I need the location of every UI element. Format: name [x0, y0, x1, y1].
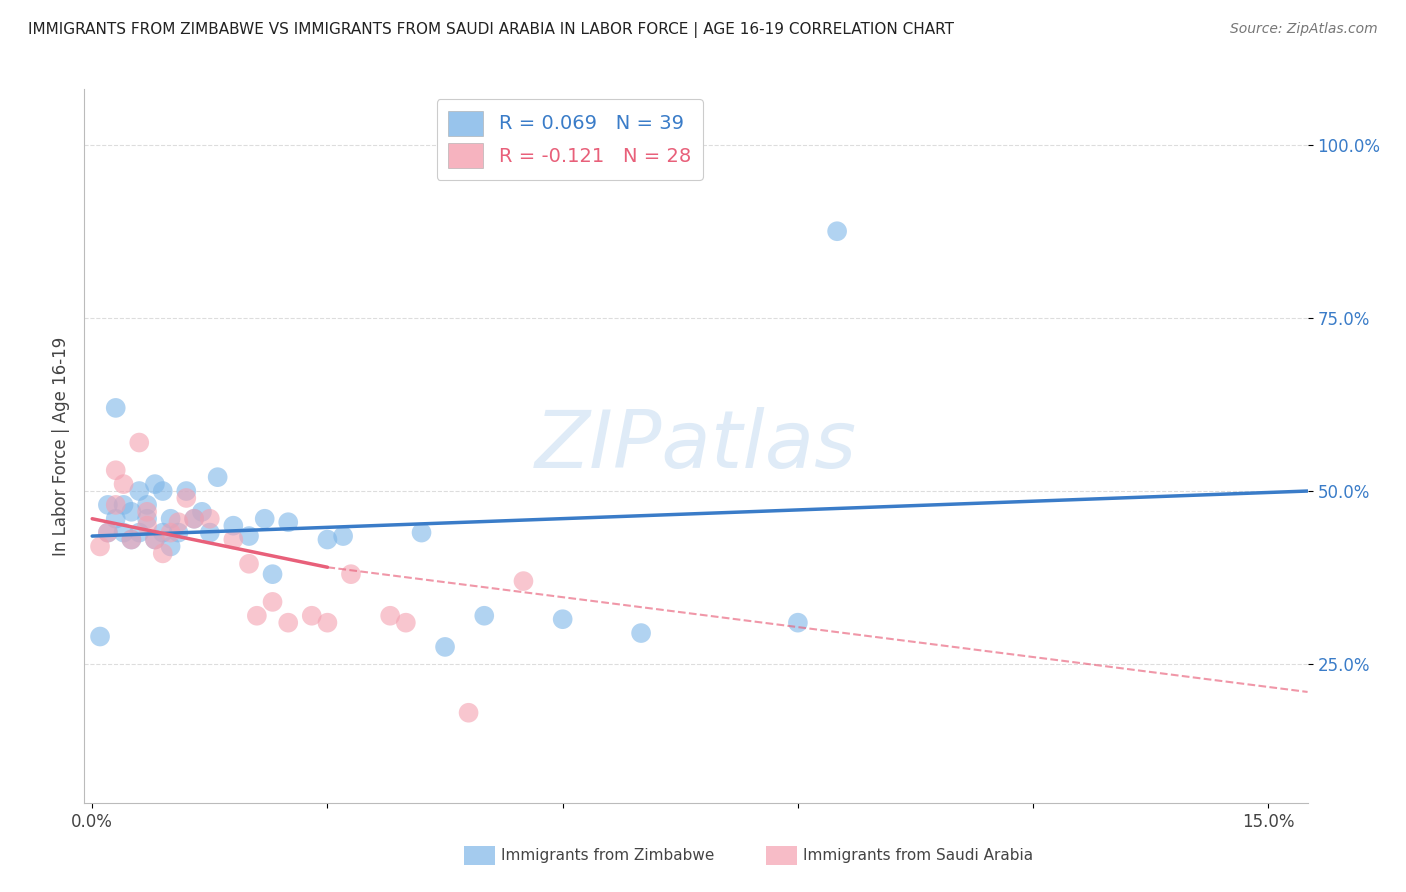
Point — [167, 525, 190, 540]
Point — [104, 401, 127, 415]
Point — [152, 525, 174, 540]
Text: Immigrants from Zimbabwe: Immigrants from Zimbabwe — [501, 848, 714, 863]
Point — [316, 533, 339, 547]
Point — [128, 483, 150, 498]
Point — [262, 567, 284, 582]
Point — [340, 567, 363, 582]
Point — [316, 615, 339, 630]
Point — [630, 626, 652, 640]
Point — [395, 615, 418, 630]
Point — [97, 525, 120, 540]
Point — [787, 615, 810, 630]
Point — [143, 477, 166, 491]
Point — [159, 540, 181, 554]
Point — [89, 540, 111, 554]
Point — [136, 498, 159, 512]
Point — [183, 512, 205, 526]
Point — [120, 505, 142, 519]
Text: IMMIGRANTS FROM ZIMBABWE VS IMMIGRANTS FROM SAUDI ARABIA IN LABOR FORCE | AGE 16: IMMIGRANTS FROM ZIMBABWE VS IMMIGRANTS F… — [28, 22, 955, 38]
Point — [120, 533, 142, 547]
Point — [143, 533, 166, 547]
Point — [128, 525, 150, 540]
Point — [112, 525, 135, 540]
Point — [207, 470, 229, 484]
Point — [174, 491, 197, 505]
Point — [551, 612, 574, 626]
Text: Source: ZipAtlas.com: Source: ZipAtlas.com — [1230, 22, 1378, 37]
Point — [104, 512, 127, 526]
Point — [152, 546, 174, 560]
Legend: R = 0.069   N = 39, R = -0.121   N = 28: R = 0.069 N = 39, R = -0.121 N = 28 — [437, 99, 703, 180]
Point — [128, 435, 150, 450]
Point — [174, 483, 197, 498]
Point — [301, 608, 323, 623]
Point — [380, 608, 402, 623]
Point — [112, 477, 135, 491]
Point — [457, 706, 479, 720]
Point — [238, 557, 260, 571]
Text: Immigrants from Saudi Arabia: Immigrants from Saudi Arabia — [803, 848, 1033, 863]
Point — [112, 498, 135, 512]
Point — [159, 512, 181, 526]
Y-axis label: In Labor Force | Age 16-19: In Labor Force | Age 16-19 — [52, 336, 70, 556]
Point — [246, 608, 269, 623]
Point — [198, 525, 221, 540]
Point — [472, 608, 495, 623]
Point — [262, 595, 284, 609]
Point — [198, 512, 221, 526]
Point — [97, 525, 120, 540]
Point — [89, 630, 111, 644]
Point — [104, 498, 127, 512]
Point — [136, 512, 159, 526]
Point — [238, 529, 260, 543]
Point — [277, 615, 299, 630]
Point — [253, 512, 276, 526]
Point — [167, 515, 190, 529]
Point — [434, 640, 457, 654]
Point — [152, 483, 174, 498]
Point — [136, 518, 159, 533]
Point — [222, 518, 245, 533]
Point — [277, 515, 299, 529]
Point — [120, 533, 142, 547]
Point — [136, 505, 159, 519]
Point — [191, 505, 214, 519]
Point — [411, 525, 433, 540]
Point — [104, 463, 127, 477]
Text: ZIPatlas: ZIPatlas — [534, 407, 858, 485]
Point — [183, 512, 205, 526]
Point — [159, 525, 181, 540]
Point — [332, 529, 354, 543]
Point — [512, 574, 534, 588]
Point — [143, 533, 166, 547]
Point — [97, 498, 120, 512]
Point — [222, 533, 245, 547]
Point — [825, 224, 848, 238]
